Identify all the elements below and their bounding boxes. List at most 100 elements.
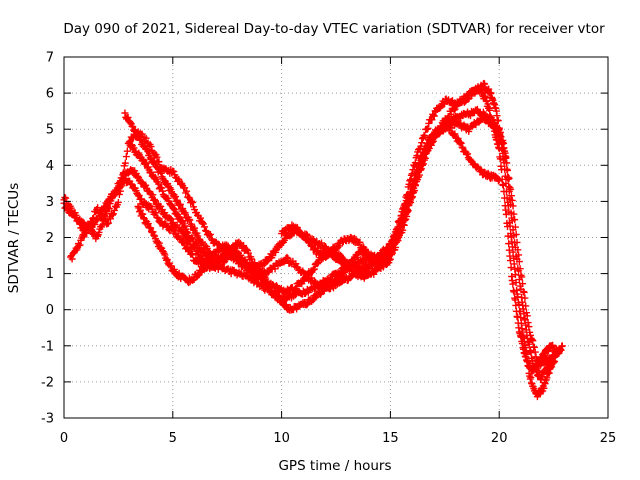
data-point [80, 233, 88, 241]
data-point [196, 268, 204, 276]
data-point [68, 255, 76, 263]
y-tick-label: -3 [41, 412, 54, 427]
data-point [119, 169, 127, 177]
data-point [484, 169, 492, 177]
data-point [292, 260, 300, 268]
data-point [528, 336, 536, 344]
data-point [361, 246, 369, 254]
data-point [511, 216, 519, 224]
y-tick-label: 5 [46, 123, 54, 138]
data-point [191, 224, 199, 232]
data-point [150, 231, 158, 239]
data-point [115, 190, 123, 198]
data-point [525, 340, 533, 348]
data-point [495, 145, 503, 153]
data-point [269, 289, 277, 297]
data-point [93, 232, 101, 240]
data-point [240, 242, 248, 250]
data-point [301, 232, 309, 240]
data-point [134, 202, 142, 210]
data-point [159, 248, 167, 256]
data-point [207, 235, 215, 243]
data-point [90, 214, 98, 222]
data-point [307, 241, 315, 249]
data-point [500, 188, 508, 196]
data-point [101, 215, 109, 223]
data-point [172, 193, 180, 201]
data-point [517, 271, 525, 279]
data-point [314, 259, 322, 267]
data-point [507, 192, 515, 200]
data-point [170, 265, 178, 273]
data-point [512, 230, 520, 238]
data-point [488, 120, 496, 128]
data-point [255, 265, 263, 273]
data-point [428, 116, 436, 124]
data-point [501, 194, 509, 202]
data-point [520, 288, 528, 296]
data-point [464, 150, 472, 158]
data-point [507, 264, 515, 272]
data-point [140, 214, 148, 222]
data-point [498, 166, 506, 174]
data-point [407, 193, 415, 201]
data-point [183, 187, 191, 195]
data-point [189, 198, 197, 206]
data-point [409, 166, 417, 174]
data-point [421, 132, 429, 140]
data-point [496, 131, 504, 139]
data-point [134, 172, 142, 180]
data-point [158, 184, 166, 192]
x-tick-labels: 0 5 10 15 20 25 [60, 431, 616, 446]
data-point [519, 288, 527, 296]
data-point [293, 224, 301, 232]
data-point [129, 123, 137, 131]
data-point [142, 134, 150, 142]
data-point [413, 173, 421, 181]
data-point [159, 187, 167, 195]
y-tick-label: 2 [46, 231, 54, 246]
data-point [93, 216, 101, 224]
y-tick-label: -1 [41, 339, 54, 354]
data-point [505, 246, 513, 254]
data-point [523, 312, 531, 320]
data-point [530, 343, 538, 351]
data-point [437, 103, 445, 111]
data-point [138, 195, 146, 203]
data-point [513, 238, 521, 246]
x-tick-label: 0 [60, 431, 68, 446]
data-point [504, 223, 512, 231]
data-point [502, 153, 510, 161]
data-point [504, 232, 512, 240]
data-point [519, 280, 527, 288]
x-tick-label: 20 [491, 431, 508, 446]
data-point [431, 133, 439, 141]
data-point [284, 254, 292, 262]
data-point [271, 265, 279, 273]
data-point [388, 251, 396, 259]
data-point [105, 204, 113, 212]
data-point [418, 139, 426, 147]
data-point [278, 297, 286, 305]
data-point [146, 154, 154, 162]
data-point [422, 148, 430, 156]
data-point [515, 258, 523, 266]
data-point [189, 276, 197, 284]
data-point [188, 197, 196, 205]
data-point [198, 219, 206, 227]
y-tick-label: -2 [41, 375, 54, 390]
data-point [243, 246, 251, 254]
data-point [316, 240, 324, 248]
data-point [151, 197, 159, 205]
data-point [504, 173, 512, 181]
data-point [180, 210, 188, 218]
data-point [107, 197, 115, 205]
data-point [310, 265, 318, 273]
data-point [318, 239, 326, 247]
data-point [206, 230, 214, 238]
data-point [178, 217, 186, 225]
data-points [60, 79, 566, 401]
data-point [130, 144, 138, 152]
data-point [514, 246, 522, 254]
data-point [167, 262, 175, 270]
